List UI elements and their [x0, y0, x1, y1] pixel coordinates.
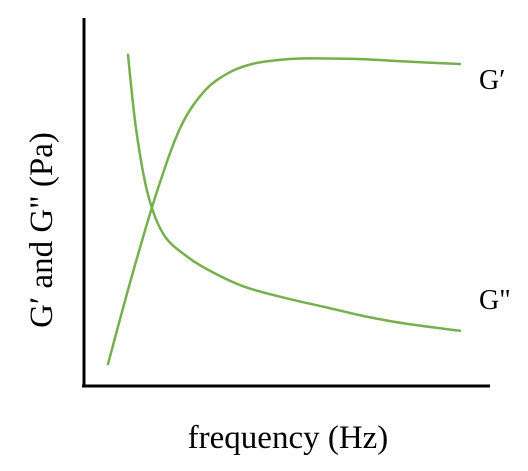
x-axis-title: frequency (Hz) — [188, 420, 389, 456]
y-axis-title: G′ and G" (Pa) — [24, 132, 60, 328]
series-line-g-double-prime — [126, 53, 462, 333]
series-line-g-prime — [106, 57, 462, 366]
series-label-g-prime: G′ — [479, 65, 505, 96]
plot-area — [82, 18, 490, 388]
series-label-g-double-prime: G" — [479, 285, 511, 316]
